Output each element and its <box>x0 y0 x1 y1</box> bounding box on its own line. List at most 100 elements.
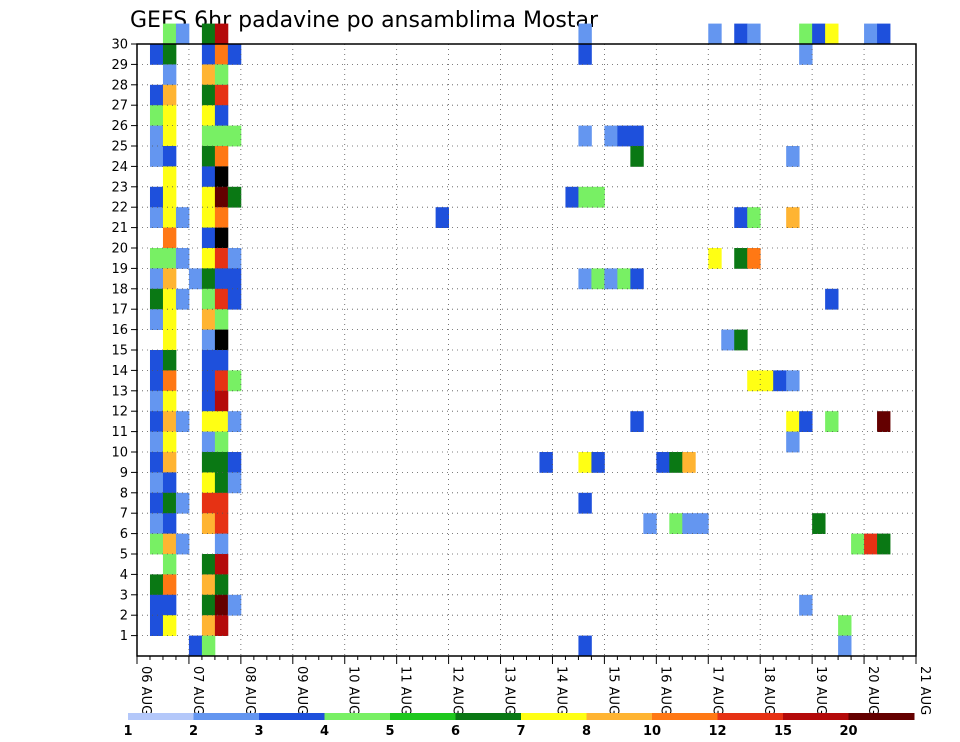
heatmap-cell <box>578 635 592 657</box>
heatmap-cell <box>604 268 618 290</box>
heatmap-cell <box>149 390 164 412</box>
heatmap-cell <box>214 268 229 290</box>
x-tick-label: 20 AUG <box>865 666 880 715</box>
heatmap-cell <box>214 64 229 86</box>
heatmap-cell <box>591 452 605 473</box>
heatmap-cell <box>851 533 865 555</box>
colorbar-swatch <box>128 713 194 720</box>
heatmap-cell <box>162 411 177 432</box>
heatmap-cell <box>162 431 177 453</box>
heatmap-cell <box>214 452 229 473</box>
heatmap-cell <box>162 574 177 596</box>
heatmap-cell <box>227 186 242 208</box>
heatmap-cell <box>162 64 177 86</box>
heatmap-cell <box>825 411 839 432</box>
heatmap-cell <box>838 615 852 636</box>
heatmap-cell <box>201 350 216 371</box>
heatmap-cell <box>214 186 229 208</box>
heatmap-cell <box>227 288 242 310</box>
heatmap-cell <box>734 248 748 269</box>
heatmap-cell <box>214 513 229 534</box>
heatmap-cell <box>162 492 177 514</box>
heatmap-cell <box>162 186 177 208</box>
y-tick-label: 24 <box>111 160 128 175</box>
heatmap-cell <box>162 268 177 290</box>
heatmap-cell <box>214 23 229 45</box>
heatmap-cell <box>214 431 229 453</box>
heatmap-cell <box>175 533 190 555</box>
heatmap-cell <box>825 288 839 310</box>
colorbar-label: 1 <box>123 724 132 739</box>
heatmap-cell <box>214 329 229 351</box>
heatmap-cell <box>786 411 800 432</box>
heatmap-cell <box>214 146 229 167</box>
heatmap-cell <box>227 370 242 392</box>
heatmap-cell <box>162 207 177 228</box>
x-axis: 06 AUG 07 AUG 08 AUG 09 AUG 10 AUG 11 AUG 12 A… <box>136 656 932 715</box>
heatmap-cell <box>630 268 644 290</box>
heatmap-cell <box>149 105 164 126</box>
heatmap-cell <box>786 431 800 453</box>
heatmap-cell <box>864 23 878 45</box>
y-tick-label: 19 <box>111 262 128 277</box>
heatmap-cell <box>617 125 631 147</box>
heatmap-cell <box>162 248 177 269</box>
heatmap-cell <box>214 248 229 269</box>
heatmap-cell <box>578 125 592 147</box>
y-tick-label: 23 <box>111 180 128 195</box>
heatmap-cell <box>227 44 242 65</box>
y-tick-label: 6 <box>120 527 128 542</box>
heatmap-cell <box>747 23 761 45</box>
heatmap-cell <box>175 411 190 432</box>
heatmap-cell <box>214 533 229 555</box>
x-tick-label: 12 AUG <box>450 666 465 715</box>
heatmap-cell <box>799 594 813 616</box>
heatmap-cell <box>201 227 216 249</box>
heatmap-cell <box>188 635 203 657</box>
heatmap-cell <box>630 411 644 432</box>
heatmap-cell <box>812 23 826 45</box>
x-tick-label: 21 AUG <box>917 666 932 715</box>
colorbar-label: 2 <box>189 724 198 739</box>
x-tick-label: 18 AUG <box>761 666 776 715</box>
heatmap-cell <box>565 186 579 208</box>
colorbar-label: 3 <box>254 724 263 739</box>
heatmap-cell <box>201 513 216 534</box>
colorbar-label: 15 <box>774 724 792 739</box>
heatmap-cell <box>578 44 592 65</box>
colorbar-swatch <box>848 713 915 720</box>
y-tick-label: 22 <box>111 201 128 216</box>
heatmap-cell <box>201 125 216 147</box>
heatmap-cell <box>162 125 177 147</box>
heatmap-cell <box>227 452 242 473</box>
heatmap-cell <box>149 594 164 616</box>
colorbar-swatch <box>455 713 522 720</box>
heatmap-cell <box>201 268 216 290</box>
heatmap-cell <box>708 23 722 45</box>
heatmap-cell <box>149 186 164 208</box>
heatmap-cell <box>799 44 813 65</box>
heatmap-cell <box>175 288 190 310</box>
heatmap-cell <box>669 452 683 473</box>
heatmap-cell <box>825 23 839 45</box>
heatmap-cell <box>149 431 164 453</box>
colorbar: 1 2 3 4 5 6 7 8 10 12 15 20 <box>123 713 915 739</box>
heatmap-cell <box>617 268 631 290</box>
heatmap-cell <box>162 23 177 45</box>
heatmap-cell <box>201 492 216 514</box>
heatmap-cell <box>578 492 592 514</box>
x-tick-label: 16 AUG <box>657 666 672 715</box>
heatmap-cell <box>175 492 190 514</box>
y-tick-label: 29 <box>111 58 128 73</box>
heatmap-cell <box>214 554 229 575</box>
heatmap-cell <box>643 513 657 534</box>
colorbar-label: 4 <box>320 724 329 739</box>
heatmap-cell <box>539 452 553 473</box>
y-tick-label: 17 <box>111 303 128 318</box>
heatmap-cell <box>201 390 216 412</box>
heatmap-cell <box>227 248 242 269</box>
heatmap-cell <box>760 370 774 392</box>
heatmap-cell <box>201 288 216 310</box>
heatmap-cell <box>214 166 229 188</box>
